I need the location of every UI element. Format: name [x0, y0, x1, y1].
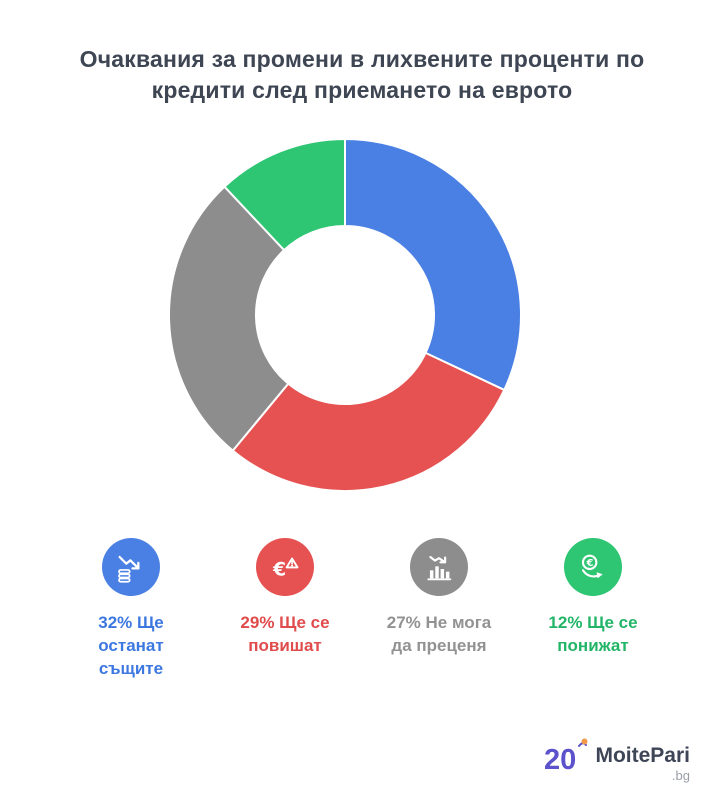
logo-20-mark: 20 — [544, 738, 588, 776]
legend-circle-same — [102, 538, 160, 596]
svg-text:20: 20 — [544, 744, 576, 776]
euro-decline-icon: € — [581, 554, 603, 579]
euro-warning-icon: € — [272, 557, 299, 581]
legend-label-increase: 29% Ще се повишат — [240, 613, 330, 655]
moitepari-logo: 20 MoitePari .bg — [542, 736, 690, 783]
legend-label-same: 32% Ще останат същите — [98, 613, 164, 678]
legend-item-unsure: 27% Не мога да преценя — [363, 538, 515, 680]
bar-chart-decline-icon — [427, 555, 452, 581]
legend-circle-unsure — [410, 538, 468, 596]
logo-tld: .bg — [671, 768, 690, 784]
legend-label-decrease: 12% Ще се понижат — [548, 613, 638, 655]
legend-item-same: 32% Ще останат същите — [55, 538, 207, 680]
logo-accent-dot — [581, 738, 588, 745]
legend-item-decrease: € 12% Ще се понижат — [517, 538, 669, 680]
donut-segment-2-Ще се повишат — [231, 351, 506, 492]
chart-legend: 32% Ще останат същите € 29% Ще се повиша… — [0, 538, 724, 680]
donut-segment-3-Не мога да преценя — [168, 185, 290, 453]
legend-label-unsure: 27% Не мога да преценя — [386, 613, 492, 655]
coins-decline-icon — [118, 555, 140, 583]
svg-text:€: € — [272, 560, 286, 581]
donut-segment-4-Ще се понижат — [223, 137, 346, 252]
donut-segment-1-Ще останат същите — [344, 137, 522, 392]
legend-circle-decrease: € — [564, 538, 622, 596]
legend-item-increase: € 29% Ще се повишат — [209, 538, 361, 680]
legend-circle-increase: € — [256, 538, 314, 596]
svg-text:€: € — [585, 558, 593, 569]
chart-title: Очаквания за промени в лихвените процент… — [79, 46, 645, 104]
logo-brand: MoitePari — [595, 744, 690, 767]
donut-chart — [168, 137, 522, 492]
